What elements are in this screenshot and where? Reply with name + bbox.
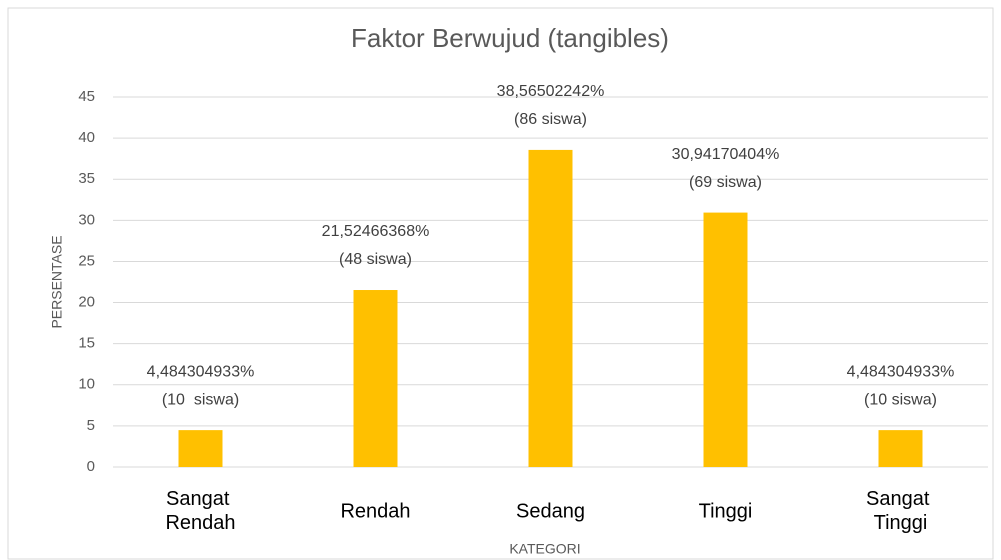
bar <box>878 430 923 467</box>
y-tick-label: 35 <box>78 170 95 187</box>
y-tick-label: 40 <box>78 129 95 146</box>
value-label: 30,94170404% <box>672 146 780 163</box>
x-tick-label: Sedang <box>516 500 585 522</box>
count-label: (48 siswa) <box>339 251 412 268</box>
y-tick-label: 0 <box>87 458 95 475</box>
count-label: (10 siswa) <box>864 391 937 408</box>
y-tick-label: 25 <box>78 252 95 269</box>
y-tick-label: 5 <box>87 417 95 434</box>
chart-title: Faktor Berwujud (tangibles) <box>351 23 669 53</box>
y-tick-label: 30 <box>78 211 95 228</box>
y-tick-label: 45 <box>78 88 95 105</box>
bar <box>178 430 223 467</box>
y-tick-label: 10 <box>78 376 95 393</box>
count-label: (69 siswa) <box>689 174 762 191</box>
value-label: 38,56502242% <box>497 83 605 100</box>
x-tick-label: Sangat Tinggi <box>866 488 935 534</box>
y-tick-label: 20 <box>78 294 95 311</box>
value-label: 4,484304933% <box>147 363 255 380</box>
x-tick-label: Sangat Rendah <box>165 488 235 534</box>
bar <box>353 290 398 467</box>
bar <box>528 149 573 467</box>
bar <box>703 212 748 467</box>
y-axis-label: PERSENTASE <box>49 235 65 328</box>
count-label: (10 siswa) <box>162 391 239 408</box>
y-tick-label: 15 <box>78 335 95 352</box>
x-tick-label: Tinggi <box>699 500 753 522</box>
count-label: (86 siswa) <box>514 111 587 128</box>
x-axis-label: KATEGORI <box>509 541 580 557</box>
x-tick-label: Rendah <box>340 500 410 522</box>
value-label: 21,52466368% <box>322 223 430 240</box>
value-label: 4,484304933% <box>847 363 955 380</box>
